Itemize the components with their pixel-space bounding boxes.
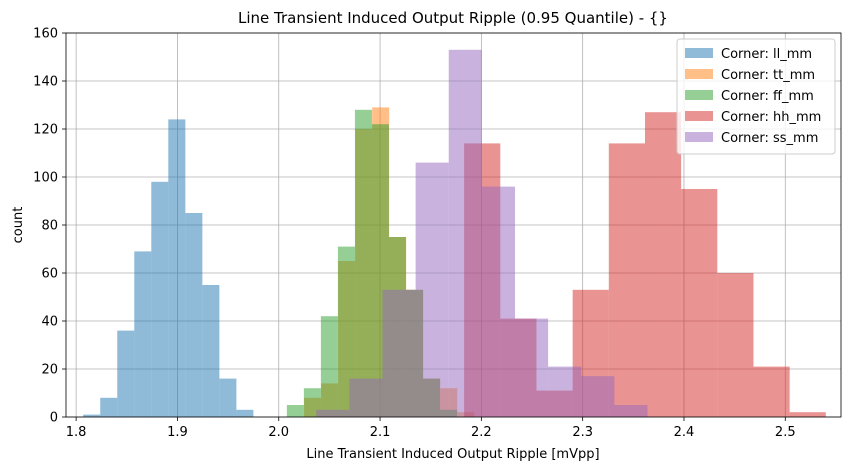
y-tick-label: 80: [41, 219, 58, 234]
series-0-bars: [83, 119, 254, 418]
legend-label: Corner: ff_mm: [721, 89, 814, 104]
histogram-bar: [789, 412, 826, 417]
x-axis-label: Line Transient Induced Output Ripple [mV…: [306, 447, 599, 462]
y-tick-label: 160: [33, 27, 58, 42]
legend-label: Corner: tt_mm: [721, 68, 815, 83]
histogram-bar: [134, 251, 152, 417]
histogram-bar: [117, 330, 135, 417]
histogram-bar: [753, 366, 790, 417]
histogram-bar: [286, 405, 304, 417]
histogram-bar: [202, 285, 220, 417]
legend-swatch: [685, 69, 713, 79]
histogram-bar: [382, 289, 416, 417]
x-axis-ticks: 1.8 1.9 2.0 2.1 2.2 2.3 2.4 2.5: [66, 417, 796, 440]
legend-label: Corner: ll_mm: [721, 47, 812, 62]
histogram-bar: [481, 186, 515, 417]
y-tick-label: 120: [33, 123, 58, 138]
y-tick-label: 40: [41, 315, 58, 330]
y-tick-label: 60: [41, 267, 58, 282]
x-tick-label: 1.8: [66, 425, 87, 440]
histogram-bar: [415, 162, 449, 417]
histogram-bar: [151, 181, 169, 417]
legend-swatch: [685, 111, 713, 121]
histogram-bar: [354, 109, 372, 418]
legend-swatch: [685, 132, 713, 142]
histogram-bar: [168, 119, 186, 418]
y-tick-label: 0: [50, 411, 58, 426]
histogram-bars: [83, 49, 826, 418]
legend-label: Corner: hh_mm: [721, 110, 821, 125]
x-tick-label: 2.3: [572, 425, 593, 440]
y-axis-ticks: 0 20 40 60 80 100 120 140 160: [33, 27, 66, 426]
histogram-bar: [100, 397, 118, 417]
chart-title: Line Transient Induced Output Ripple (0.…: [238, 9, 668, 27]
histogram-bar: [717, 273, 754, 417]
histogram-bar: [349, 378, 383, 417]
x-tick-label: 2.4: [674, 425, 695, 440]
x-tick-label: 2.5: [775, 425, 796, 440]
y-axis-label: count: [11, 207, 26, 244]
histogram-bar: [644, 112, 682, 417]
histogram-bar: [581, 376, 615, 417]
y-tick-label: 100: [33, 171, 58, 186]
x-tick-label: 2.1: [370, 425, 391, 440]
histogram-bar: [316, 409, 350, 417]
series-4-bars: [316, 49, 648, 418]
histogram-bar: [548, 366, 582, 417]
legend-swatch: [685, 90, 713, 100]
histogram-bar: [614, 405, 648, 417]
histogram-bar: [514, 318, 549, 417]
y-tick-label: 20: [41, 363, 58, 378]
histogram-bar: [236, 409, 254, 417]
histogram-bar: [681, 189, 718, 417]
legend-label: Corner: ss_mm: [721, 131, 818, 146]
histogram-bar: [320, 316, 338, 417]
histogram-bar: [608, 143, 645, 417]
y-tick-label: 140: [33, 75, 58, 90]
legend-frame: [676, 38, 836, 155]
x-tick-label: 2.2: [471, 425, 492, 440]
legend-swatch: [685, 48, 713, 58]
histogram-bar: [448, 49, 482, 418]
histogram-bar: [219, 378, 237, 417]
histogram-bar: [83, 414, 101, 417]
histogram-bar: [337, 246, 355, 417]
x-tick-label: 2.0: [268, 425, 289, 440]
legend: Corner: ll_mm Corner: tt_mm Corner: ff_mm C…: [676, 38, 836, 155]
x-tick-label: 1.9: [167, 425, 188, 440]
histogram-bar: [185, 213, 203, 417]
